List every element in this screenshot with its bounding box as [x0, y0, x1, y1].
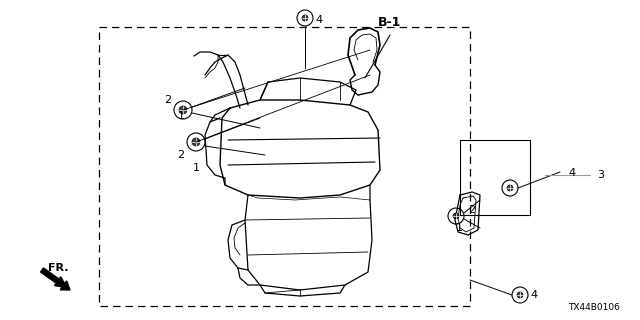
- Text: 1: 1: [193, 163, 200, 173]
- Circle shape: [507, 185, 513, 191]
- Text: B-1: B-1: [378, 15, 402, 28]
- Text: 1: 1: [177, 111, 184, 121]
- Text: TX44B0106: TX44B0106: [568, 303, 620, 313]
- FancyArrow shape: [40, 268, 70, 290]
- Text: 4: 4: [568, 168, 575, 178]
- Circle shape: [302, 15, 308, 21]
- Text: 2: 2: [164, 95, 172, 105]
- Bar: [99, 27, 470, 306]
- Text: 4: 4: [530, 290, 537, 300]
- Text: 4: 4: [315, 15, 322, 25]
- Circle shape: [192, 138, 200, 146]
- Circle shape: [517, 292, 523, 298]
- Text: 2: 2: [468, 205, 475, 215]
- Circle shape: [179, 106, 187, 114]
- Text: FR.: FR.: [48, 263, 68, 273]
- Text: 3: 3: [597, 170, 604, 180]
- Text: 2: 2: [177, 150, 184, 160]
- Circle shape: [453, 213, 459, 219]
- Text: 1: 1: [456, 223, 463, 233]
